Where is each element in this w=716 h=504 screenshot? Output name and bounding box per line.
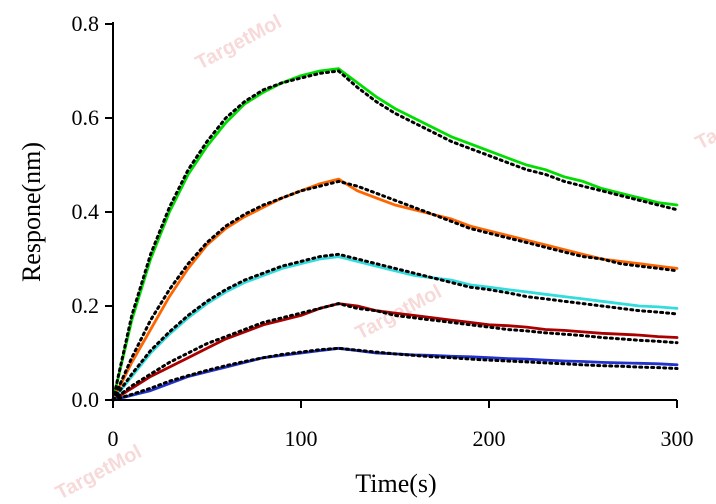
x-tick-label: 300 (661, 426, 694, 451)
x-tick-label: 100 (285, 426, 318, 451)
y-tick-label: 0.2 (72, 293, 100, 318)
watermark-text: TargetMol (192, 11, 285, 75)
fit-line-5 (111, 346, 679, 402)
fit-line-1 (111, 69, 679, 402)
watermark-text: TargetMol (52, 441, 145, 504)
series-line-3 (111, 255, 679, 402)
y-tick-label: 0.4 (72, 199, 100, 224)
x-tick-label: 0 (108, 426, 119, 451)
x-tick-label: 200 (473, 426, 506, 451)
fit-line-2 (111, 179, 679, 402)
y-axis-title: Respone(nm) (17, 142, 46, 282)
x-axis-title: Time(s) (355, 469, 436, 498)
watermark-text: TargetMol (692, 91, 716, 155)
y-tick-label: 0.8 (72, 11, 100, 36)
series-line-5 (111, 346, 679, 402)
fit-line-3 (111, 252, 679, 402)
y-tick-label: 0.0 (72, 387, 100, 412)
fit-line-4 (111, 302, 679, 402)
y-tick-label: 0.6 (72, 105, 100, 130)
axes-layer: 0.0 0.2 0.4 0.6 0.8 0 100 200 300 (72, 11, 694, 451)
series-layer (111, 67, 679, 402)
fit-layer (111, 69, 679, 402)
series-line-1 (111, 67, 679, 402)
series-line-4 (111, 302, 679, 402)
series-line-2 (111, 177, 679, 402)
